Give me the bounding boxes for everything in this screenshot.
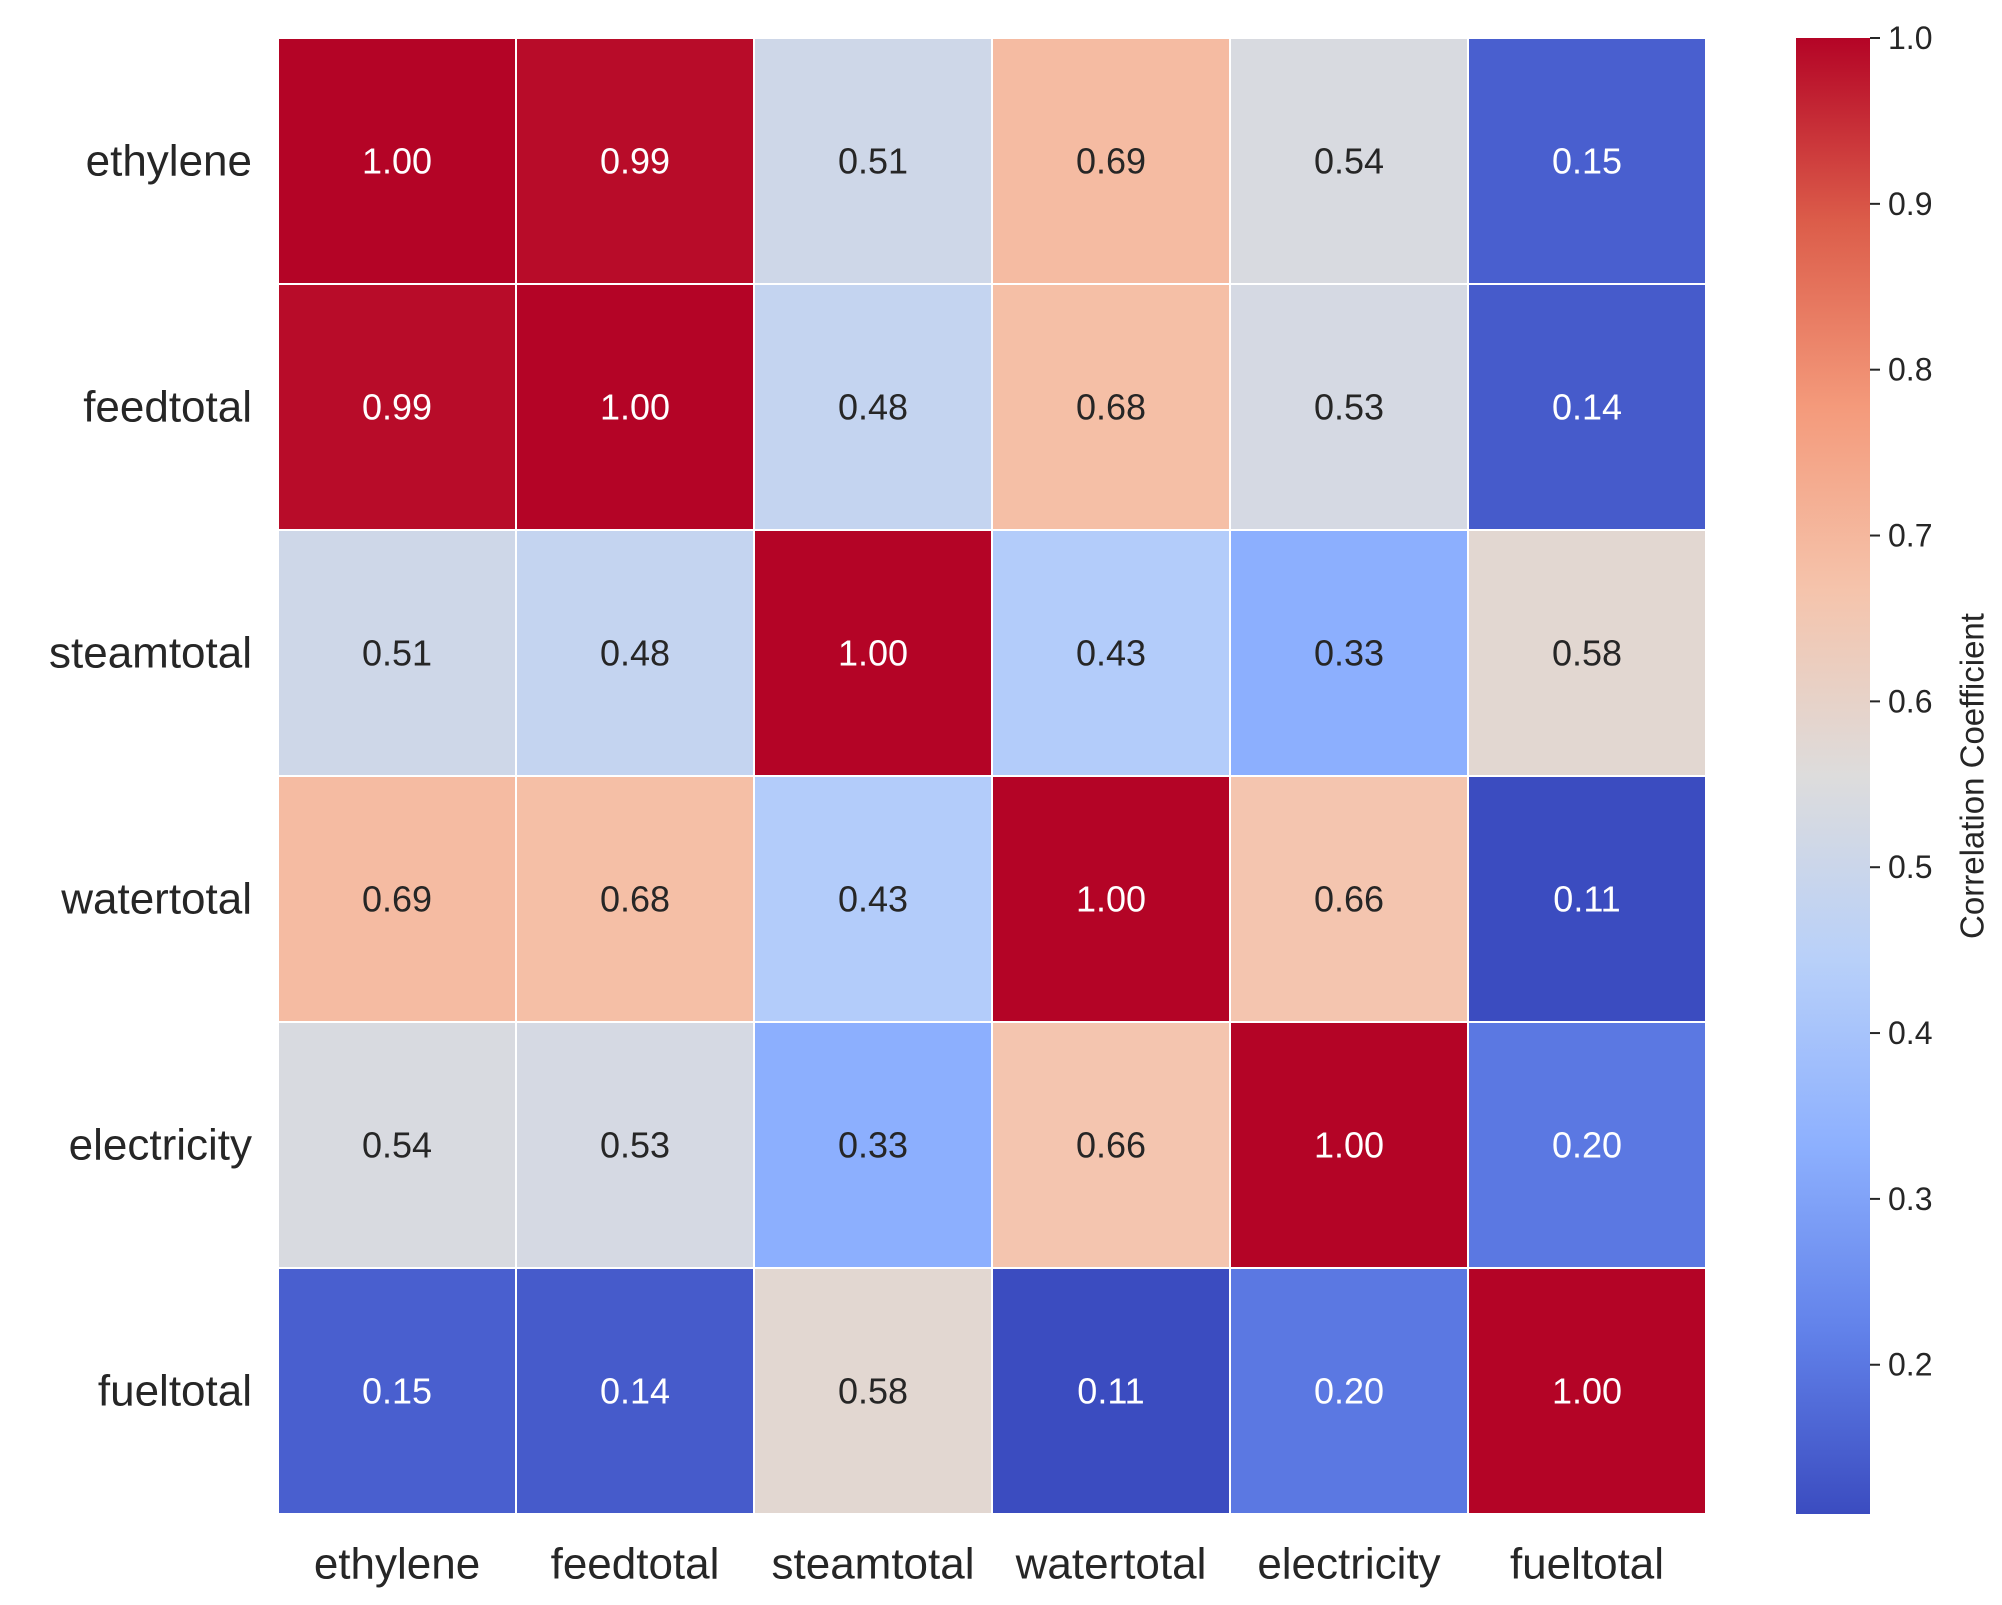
cell-value-label: 0.68	[600, 879, 670, 920]
colorbar-tick-label: 0.5	[1888, 849, 1932, 885]
cell-value-label: 0.66	[1314, 879, 1384, 920]
heatmap-cell-steamtotal-electricity	[1229, 529, 1469, 777]
heatmap-cell-electricity-watertotal	[991, 1021, 1231, 1269]
cell-value-label: 0.11	[1553, 879, 1620, 920]
colorbar-tick-label: 1.0	[1888, 20, 1932, 56]
cell-value-label: 0.48	[838, 387, 908, 428]
cell-value-label: 0.43	[838, 879, 908, 920]
cell-value-label: 1.00	[1552, 1371, 1622, 1412]
cell-value-label: 0.54	[1314, 141, 1384, 182]
heatmap-cell-ethylene-ethylene	[277, 37, 517, 285]
heatmap-cell-watertotal-steamtotal	[753, 775, 993, 1023]
colorbar: 0.2 0.3 0.4 0.5 0.6 0.7 0.8 0.9 1.0 Correlation …	[1796, 20, 1991, 1514]
col-label-ethylene: ethylene	[314, 1540, 480, 1589]
cell-value-label: 0.48	[600, 633, 670, 674]
heatmap-cell-ethylene-steamtotal	[753, 37, 993, 285]
heatmap-cell-fueltotal-ethylene	[277, 1267, 517, 1515]
cell-value-label: 0.69	[362, 879, 432, 920]
cell-value-label: 0.11	[1077, 1371, 1144, 1412]
x-axis-tick-labels: ethylene feedtotal steamtotal watertotal ele…	[314, 1540, 1664, 1589]
cell-value-label: 0.68	[1076, 387, 1146, 428]
cell-value-label: 0.20	[1552, 1125, 1622, 1166]
heatmap-cell-ethylene-feedtotal	[515, 37, 755, 285]
colorbar-scale	[1796, 38, 1870, 1514]
cell-value-label: 1.00	[600, 387, 670, 428]
heatmap-cell-steamtotal-ethylene	[277, 529, 517, 777]
cell-value-label: 0.53	[1314, 387, 1384, 428]
cell-value-label: 0.66	[1076, 1125, 1146, 1166]
cell-value-label: 1.00	[362, 141, 432, 182]
heatmap-cell-electricity-ethylene	[277, 1021, 517, 1269]
colorbar-tick-label: 0.3	[1888, 1181, 1932, 1217]
heatmap-cell-steamtotal-feedtotal	[515, 529, 755, 777]
cell-value-label: 0.14	[600, 1371, 670, 1412]
heatmap-cell-watertotal-ethylene	[277, 775, 517, 1023]
colorbar-tick-label: 0.8	[1888, 352, 1932, 388]
heatmap-cell-fueltotal-electricity	[1229, 1267, 1469, 1515]
heatmap-cell-ethylene-fueltotal	[1467, 37, 1707, 285]
col-label-steamtotal: steamtotal	[772, 1540, 975, 1589]
y-axis-tick-labels: ethylene feedtotal steamtotal watertotal ele…	[49, 137, 252, 1416]
colorbar-tick-label: 0.2	[1888, 1347, 1932, 1383]
heatmap-cell-electricity-fueltotal	[1467, 1021, 1707, 1269]
col-label-fueltotal: fueltotal	[1510, 1540, 1664, 1589]
cell-value-label: 0.54	[362, 1125, 432, 1166]
heatmap-cell-values: 1.00 0.99 0.51 0.69 0.54 0.15 0.99 1.00 0.48 0.68…	[362, 141, 1622, 1412]
heatmap-cells	[277, 37, 1707, 1515]
heatmap-cell-electricity-electricity	[1229, 1021, 1469, 1269]
heatmap-cell-watertotal-feedtotal	[515, 775, 755, 1023]
cell-value-label: 0.99	[600, 141, 670, 182]
cell-value-label: 0.51	[838, 141, 908, 182]
colorbar-tick-label: 0.9	[1888, 186, 1932, 222]
cell-value-label: 0.69	[1076, 141, 1146, 182]
row-label-electricity: electricity	[69, 1121, 252, 1170]
heatmap-cell-watertotal-electricity	[1229, 775, 1469, 1023]
cell-value-label: 0.53	[600, 1125, 670, 1166]
heatmap-cell-feedtotal-feedtotal	[515, 283, 755, 531]
cell-value-label: 0.33	[1314, 633, 1384, 674]
colorbar-tick-label: 0.7	[1888, 518, 1932, 554]
cell-value-label: 1.00	[838, 633, 908, 674]
col-label-electricity: electricity	[1257, 1540, 1440, 1589]
cell-value-label: 0.15	[1552, 141, 1622, 182]
cell-value-label: 1.00	[1076, 879, 1146, 920]
row-label-feedtotal: feedtotal	[83, 383, 252, 432]
cell-value-label: 0.15	[362, 1371, 432, 1412]
heatmap-cell-fueltotal-watertotal	[991, 1267, 1231, 1515]
heatmap-cell-feedtotal-fueltotal	[1467, 283, 1707, 531]
heatmap-cell-watertotal-watertotal	[991, 775, 1231, 1023]
row-label-steamtotal: steamtotal	[49, 629, 252, 678]
colorbar-tick-label: 0.6	[1888, 683, 1932, 719]
cell-value-label: 0.43	[1076, 633, 1146, 674]
cell-value-label: 0.99	[362, 387, 432, 428]
row-label-fueltotal: fueltotal	[98, 1367, 252, 1416]
cell-value-label: 0.51	[362, 633, 432, 674]
col-label-feedtotal: feedtotal	[551, 1540, 720, 1589]
heatmap-cell-steamtotal-fueltotal	[1467, 529, 1707, 777]
col-label-watertotal: watertotal	[1015, 1540, 1207, 1589]
colorbar-title: Correlation Coefficient	[1954, 613, 1991, 939]
row-label-watertotal: watertotal	[60, 875, 252, 924]
heatmap-cell-ethylene-watertotal	[991, 37, 1231, 285]
cell-value-label: 0.14	[1552, 387, 1622, 428]
heatmap-cell-fueltotal-fueltotal	[1467, 1267, 1707, 1515]
cell-value-label: 0.20	[1314, 1371, 1384, 1412]
cell-value-label: 1.00	[1314, 1125, 1384, 1166]
heatmap-cell-steamtotal-watertotal	[991, 529, 1231, 777]
colorbar-ticks: 0.2 0.3 0.4 0.5 0.6 0.7 0.8 0.9 1.0	[1870, 20, 1932, 1383]
heatmap-cell-steamtotal-steamtotal	[753, 529, 993, 777]
row-label-ethylene: ethylene	[86, 137, 252, 186]
cell-value-label: 0.58	[838, 1371, 908, 1412]
heatmap-cell-watertotal-fueltotal	[1467, 775, 1707, 1023]
cell-value-label: 0.58	[1552, 633, 1622, 674]
heatmap-cell-electricity-steamtotal	[753, 1021, 993, 1269]
heatmap-cell-feedtotal-watertotal	[991, 283, 1231, 531]
colorbar-tick-label: 0.4	[1888, 1015, 1932, 1051]
cell-value-label: 0.33	[838, 1125, 908, 1166]
heatmap-cell-ethylene-electricity	[1229, 37, 1469, 285]
